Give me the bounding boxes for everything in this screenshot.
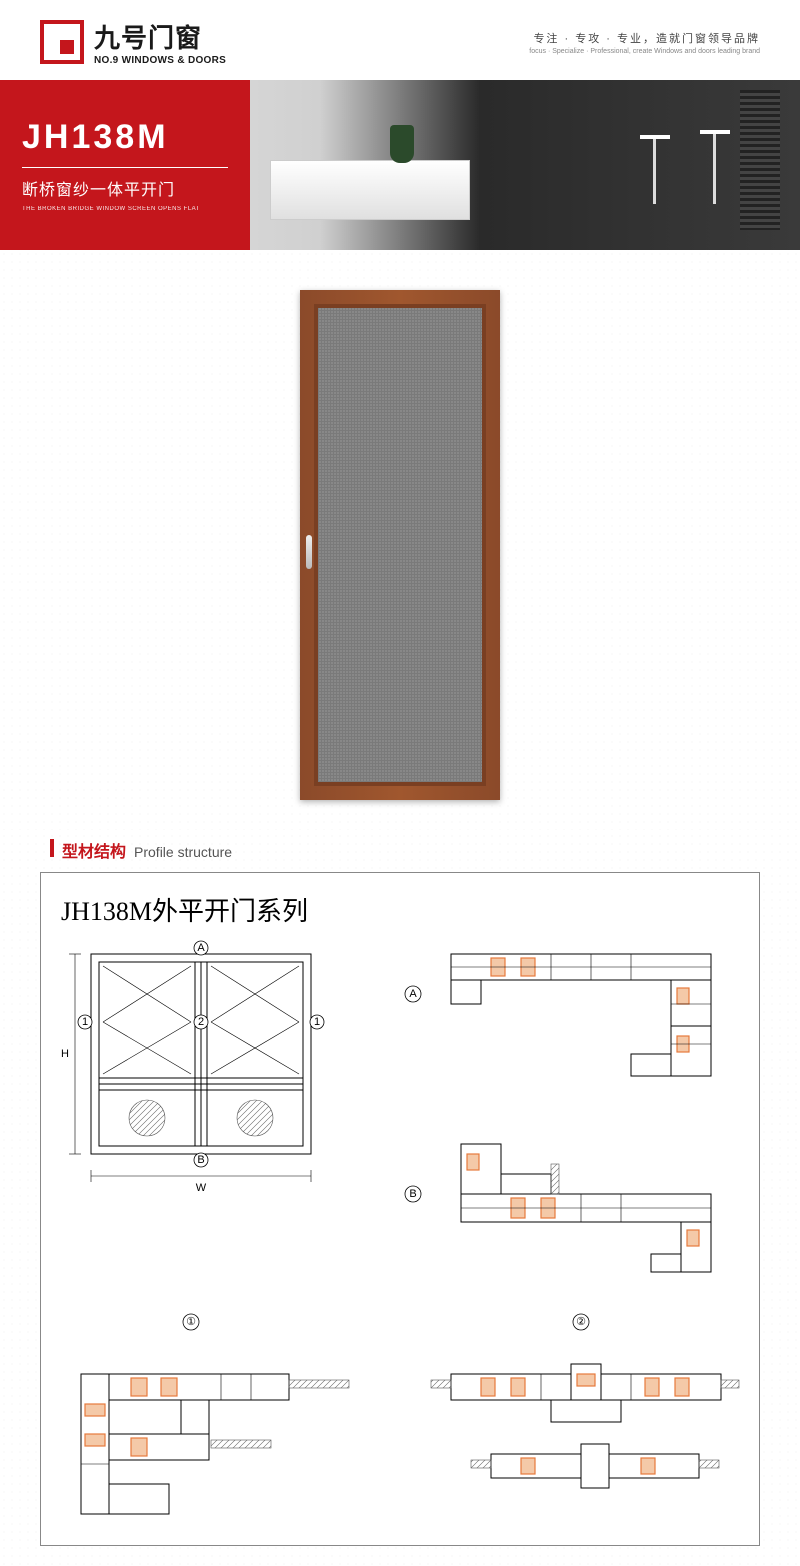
door-screen (314, 304, 486, 786)
scene-counter (270, 160, 470, 220)
scene-stool (640, 135, 670, 139)
model-name-cn: 断桥窗纱一体平开门 (22, 176, 228, 200)
svg-text:2: 2 (198, 1016, 204, 1028)
section-1: ① (81, 1314, 349, 1514)
svg-text:B: B (409, 1188, 416, 1200)
section-a: A (405, 954, 711, 1076)
svg-text:W: W (196, 1182, 207, 1194)
svg-text:1: 1 (82, 1016, 88, 1028)
diagram-box: JH138M外平开门系列 (40, 872, 760, 1546)
banner-scene (250, 80, 800, 250)
svg-text:B: B (197, 1154, 204, 1166)
door-product (300, 290, 500, 800)
section-title-cn: 型材结构 (62, 838, 126, 862)
svg-text:A: A (409, 988, 417, 1000)
scene-screen (740, 90, 780, 230)
logo: 九号门窗 NO.9 WINDOWS & DOORS (40, 18, 226, 66)
tagline-cn: 专注 · 专攻 · 专业，造就门窗领导品牌 (529, 30, 760, 46)
elevation-drawing: A B 1 2 1 W H (61, 941, 324, 1194)
scene-stool (700, 130, 730, 134)
logo-text-en: NO.9 WINDOWS & DOORS (94, 55, 226, 66)
model-code: JH138M (22, 118, 228, 157)
svg-text:H: H (61, 1048, 69, 1060)
svg-text:1: 1 (314, 1016, 320, 1028)
page-header: 九号门窗 NO.9 WINDOWS & DOORS 专注 · 专攻 · 专业，造… (0, 0, 800, 80)
svg-text:A: A (197, 942, 205, 954)
model-name-en: THE BROKEN BRIDGE WINDOW SCREEN OPENS FL… (22, 206, 228, 212)
banner: JH138M 断桥窗纱一体平开门 THE BROKEN BRIDGE WINDO… (0, 80, 800, 250)
accent-bar-icon (50, 839, 54, 857)
product-area (0, 250, 800, 830)
logo-text-cn: 九号门窗 (94, 18, 226, 55)
scene-vase (390, 125, 414, 163)
tagline-en: focus · Specialize · Professional, creat… (529, 48, 760, 55)
door-handle-icon (306, 535, 312, 569)
section-2: ② (431, 1314, 739, 1488)
profile-diagram: A B 1 2 1 W H A (61, 934, 741, 1544)
divider (22, 167, 228, 168)
banner-label: JH138M 断桥窗纱一体平开门 THE BROKEN BRIDGE WINDO… (0, 80, 250, 250)
diagram-title: JH138M外平开门系列 (61, 891, 739, 928)
svg-text:②: ② (576, 1316, 586, 1328)
section-title-en: Profile structure (134, 844, 232, 860)
section-b: B (405, 1144, 711, 1272)
tagline: 专注 · 专攻 · 专业，造就门窗领导品牌 focus · Specialize… (529, 30, 760, 55)
svg-text:①: ① (186, 1316, 196, 1328)
section-title: 型材结构 Profile structure (0, 830, 800, 872)
logo-icon (40, 20, 84, 64)
